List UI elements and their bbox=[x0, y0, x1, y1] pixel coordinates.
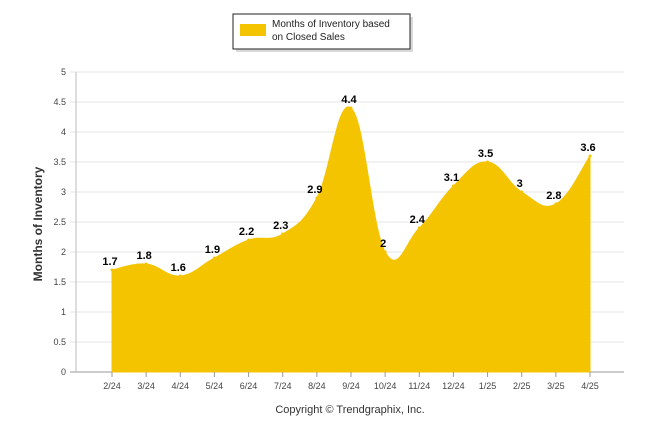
data-point bbox=[383, 250, 387, 254]
data-label: 4.4 bbox=[341, 94, 357, 106]
data-label: 3.1 bbox=[444, 172, 459, 184]
data-label: 2.8 bbox=[546, 190, 561, 202]
data-point bbox=[178, 274, 182, 278]
legend-line-1: Months of Inventory based bbox=[272, 19, 390, 30]
copyright-text: Copyright © Trendgraphix, Inc. bbox=[275, 404, 424, 416]
data-label: 1.8 bbox=[136, 250, 151, 262]
y-tick-label: 3 bbox=[61, 187, 66, 197]
area-fill bbox=[111, 106, 591, 373]
x-tick-label: 2/24 bbox=[103, 381, 121, 391]
data-label: 3.5 bbox=[478, 148, 493, 160]
legend-line-2: on Closed Sales bbox=[272, 32, 345, 43]
data-point bbox=[247, 238, 251, 242]
data-point bbox=[588, 154, 592, 158]
data-label: 1.7 bbox=[102, 256, 117, 268]
x-tick-label: 2/25 bbox=[513, 381, 531, 391]
data-label: 3.6 bbox=[580, 142, 595, 154]
x-axis-ticks: 2/24 3/24 4/24 5/24 6/24 7/24 8/24 9/24 10/24 11/… bbox=[103, 372, 599, 391]
data-label: 2 bbox=[380, 238, 386, 250]
y-tick-label: 4 bbox=[61, 127, 66, 137]
y-axis-label: Months of Inventory bbox=[31, 166, 45, 281]
x-tick-label: 4/24 bbox=[172, 381, 190, 391]
y-tick-label: 2 bbox=[61, 247, 66, 257]
series-area bbox=[110, 106, 592, 373]
data-label: 1.6 bbox=[171, 262, 186, 274]
data-label: 3 bbox=[517, 178, 523, 190]
data-label: 2.9 bbox=[307, 184, 322, 196]
y-tick-label: 2.5 bbox=[53, 217, 66, 227]
x-tick-label: 7/24 bbox=[274, 381, 292, 391]
data-point bbox=[281, 232, 285, 236]
x-tick-label: 10/24 bbox=[374, 381, 397, 391]
data-label: 2.3 bbox=[273, 220, 288, 232]
data-point bbox=[144, 262, 148, 266]
x-tick-label: 11/24 bbox=[408, 381, 430, 391]
x-tick-label: 8/24 bbox=[308, 381, 326, 391]
data-label: 2.2 bbox=[239, 226, 254, 238]
y-axis-ticks: 0 0.5 1 1.5 2 2.5 3 3.5 4 4.5 5 bbox=[53, 67, 66, 377]
y-tick-label: 1.5 bbox=[53, 277, 66, 287]
data-point bbox=[212, 256, 216, 260]
data-point bbox=[110, 268, 114, 272]
data-point bbox=[486, 160, 490, 164]
y-tick-label: 0 bbox=[61, 367, 66, 377]
data-point bbox=[520, 190, 524, 194]
legend: Months of Inventory based on Closed Sale… bbox=[232, 13, 413, 52]
data-label: 2.4 bbox=[410, 214, 426, 226]
x-tick-label: 4/25 bbox=[581, 381, 599, 391]
legend-swatch bbox=[240, 24, 266, 36]
data-point bbox=[315, 196, 319, 200]
y-tick-label: 1 bbox=[61, 307, 66, 317]
x-tick-label: 3/25 bbox=[547, 381, 565, 391]
x-tick-label: 12/24 bbox=[442, 381, 465, 391]
y-tick-label: 4.5 bbox=[53, 97, 66, 107]
data-point bbox=[349, 106, 353, 110]
data-point bbox=[554, 202, 558, 206]
x-tick-label: 3/24 bbox=[137, 381, 155, 391]
x-tick-label: 5/24 bbox=[206, 381, 224, 391]
data-point bbox=[417, 226, 421, 230]
y-tick-label: 0.5 bbox=[53, 337, 66, 347]
x-tick-label: 9/24 bbox=[342, 381, 360, 391]
data-labels: 1.7 1.8 1.6 1.9 2.2 2.3 2.9 4.4 2 2.4 3.1 3.5 3 2.8 3.… bbox=[102, 94, 595, 274]
data-point bbox=[451, 184, 455, 188]
data-label: 1.9 bbox=[205, 244, 220, 256]
y-tick-label: 3.5 bbox=[53, 157, 66, 167]
y-tick-label: 5 bbox=[61, 67, 66, 77]
x-tick-label: 6/24 bbox=[240, 381, 258, 391]
x-tick-label: 1/25 bbox=[479, 381, 497, 391]
